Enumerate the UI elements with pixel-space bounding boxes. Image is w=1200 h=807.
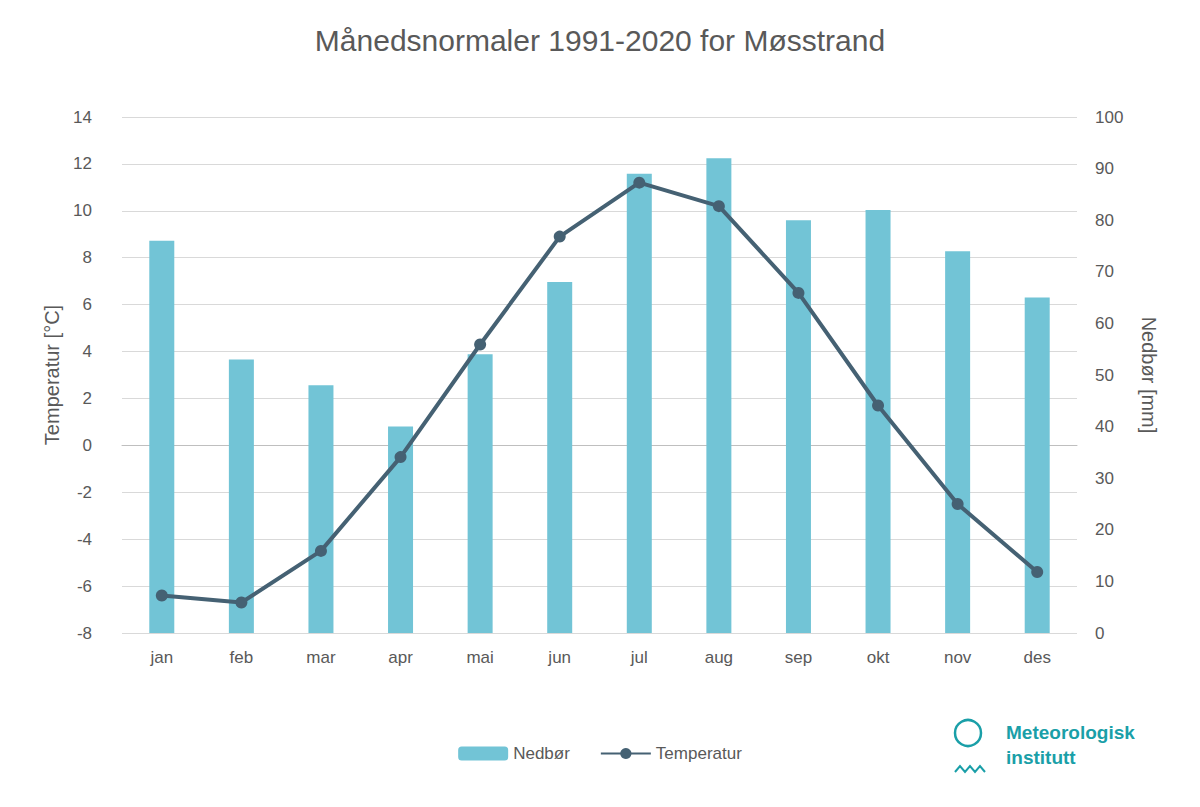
svg-text:6: 6 (83, 295, 92, 314)
svg-text:sep: sep (785, 648, 812, 667)
svg-text:-4: -4 (77, 530, 92, 549)
svg-text:4: 4 (83, 342, 92, 361)
svg-text:jul: jul (630, 648, 648, 667)
svg-text:Nedbør [mm]: Nedbør [mm] (1138, 317, 1160, 434)
svg-text:20: 20 (1095, 520, 1114, 539)
svg-text:60: 60 (1095, 314, 1114, 333)
svg-text:okt: okt (867, 648, 890, 667)
svg-text:mai: mai (466, 648, 493, 667)
svg-text:0: 0 (83, 436, 92, 455)
svg-text:Månedsnormaler 1991-2020 for M: Månedsnormaler 1991-2020 for Møsstrand (315, 24, 885, 57)
svg-text:Temperatur [°C]: Temperatur [°C] (41, 305, 63, 445)
svg-text:-6: -6 (77, 577, 92, 596)
svg-text:12: 12 (73, 154, 92, 173)
svg-text:80: 80 (1095, 211, 1114, 230)
svg-text:30: 30 (1095, 469, 1114, 488)
svg-text:0: 0 (1095, 624, 1104, 643)
svg-text:des: des (1023, 648, 1050, 667)
svg-text:8: 8 (83, 248, 92, 267)
svg-text:jun: jun (547, 648, 571, 667)
svg-text:2: 2 (83, 389, 92, 408)
svg-text:-8: -8 (77, 624, 92, 643)
svg-text:100: 100 (1095, 108, 1123, 127)
svg-text:10: 10 (73, 201, 92, 220)
svg-text:feb: feb (230, 648, 254, 667)
svg-text:40: 40 (1095, 417, 1114, 436)
svg-text:14: 14 (73, 108, 92, 127)
svg-text:apr: apr (388, 648, 413, 667)
svg-text:10: 10 (1095, 572, 1114, 591)
svg-text:jan: jan (149, 648, 173, 667)
svg-text:70: 70 (1095, 262, 1114, 281)
svg-text:90: 90 (1095, 159, 1114, 178)
svg-text:aug: aug (705, 648, 733, 667)
svg-text:institutt: institutt (1006, 747, 1076, 768)
svg-text:nov: nov (944, 648, 972, 667)
svg-text:mar: mar (306, 648, 336, 667)
svg-text:Nedbør: Nedbør (513, 744, 570, 763)
svg-text:50: 50 (1095, 366, 1114, 385)
svg-text:Meteorologisk: Meteorologisk (1006, 722, 1135, 743)
svg-text:Temperatur: Temperatur (656, 744, 742, 763)
svg-text:-2: -2 (77, 483, 92, 502)
